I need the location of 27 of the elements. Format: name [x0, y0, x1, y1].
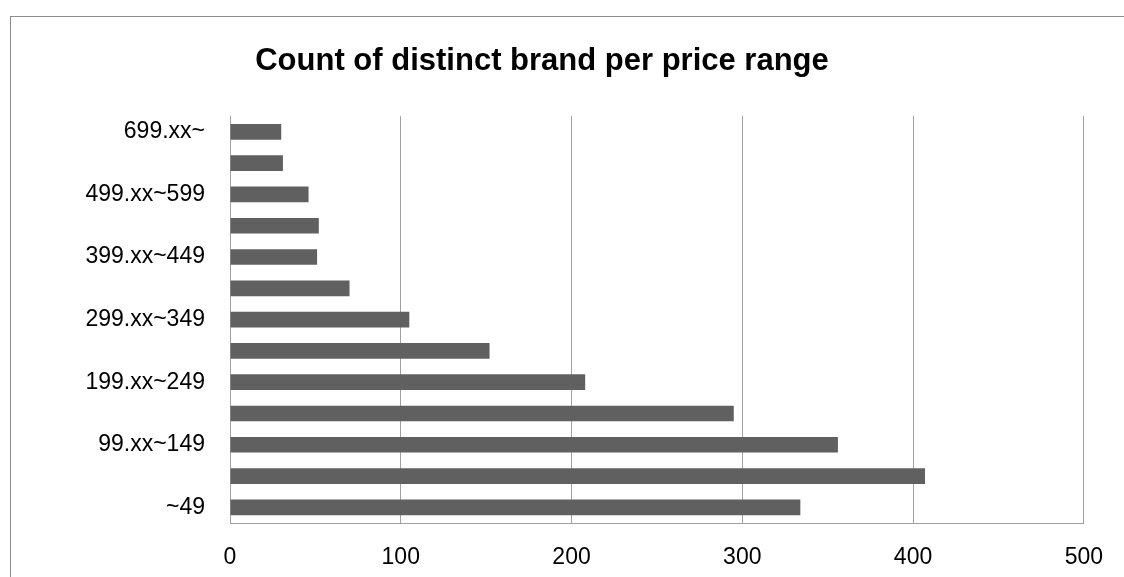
bar — [230, 186, 309, 203]
bar — [230, 405, 734, 422]
x-tick-label: 300 — [723, 543, 762, 570]
bar — [230, 155, 283, 171]
x-tick-label: 500 — [1064, 543, 1103, 570]
bar — [230, 217, 319, 234]
x-tick-label: 400 — [893, 543, 933, 570]
y-tick-label: 699.xx~ — [123, 117, 205, 144]
y-tick-label: ~49 — [165, 492, 205, 519]
chart-title: Count of distinct brand per price range — [255, 42, 829, 78]
bar — [230, 343, 490, 359]
x-tick-label: 100 — [381, 543, 420, 570]
bar — [230, 280, 350, 297]
bar — [230, 499, 801, 516]
x-tick-label: 200 — [552, 543, 591, 570]
y-tick-label: 299.xx~349 — [85, 304, 205, 331]
bar — [230, 311, 410, 328]
y-tick-label: 99.xx~149 — [98, 430, 205, 457]
bar — [230, 249, 318, 265]
x-tick-label: 0 — [223, 543, 237, 570]
y-tick-label: 399.xx~449 — [85, 242, 205, 269]
y-tick-label: 199.xx~249 — [85, 367, 205, 394]
bar — [230, 468, 925, 484]
bar — [230, 374, 586, 391]
y-tick-label: 499.xx~599 — [85, 179, 205, 206]
bar — [230, 124, 282, 140]
bar — [230, 436, 838, 453]
